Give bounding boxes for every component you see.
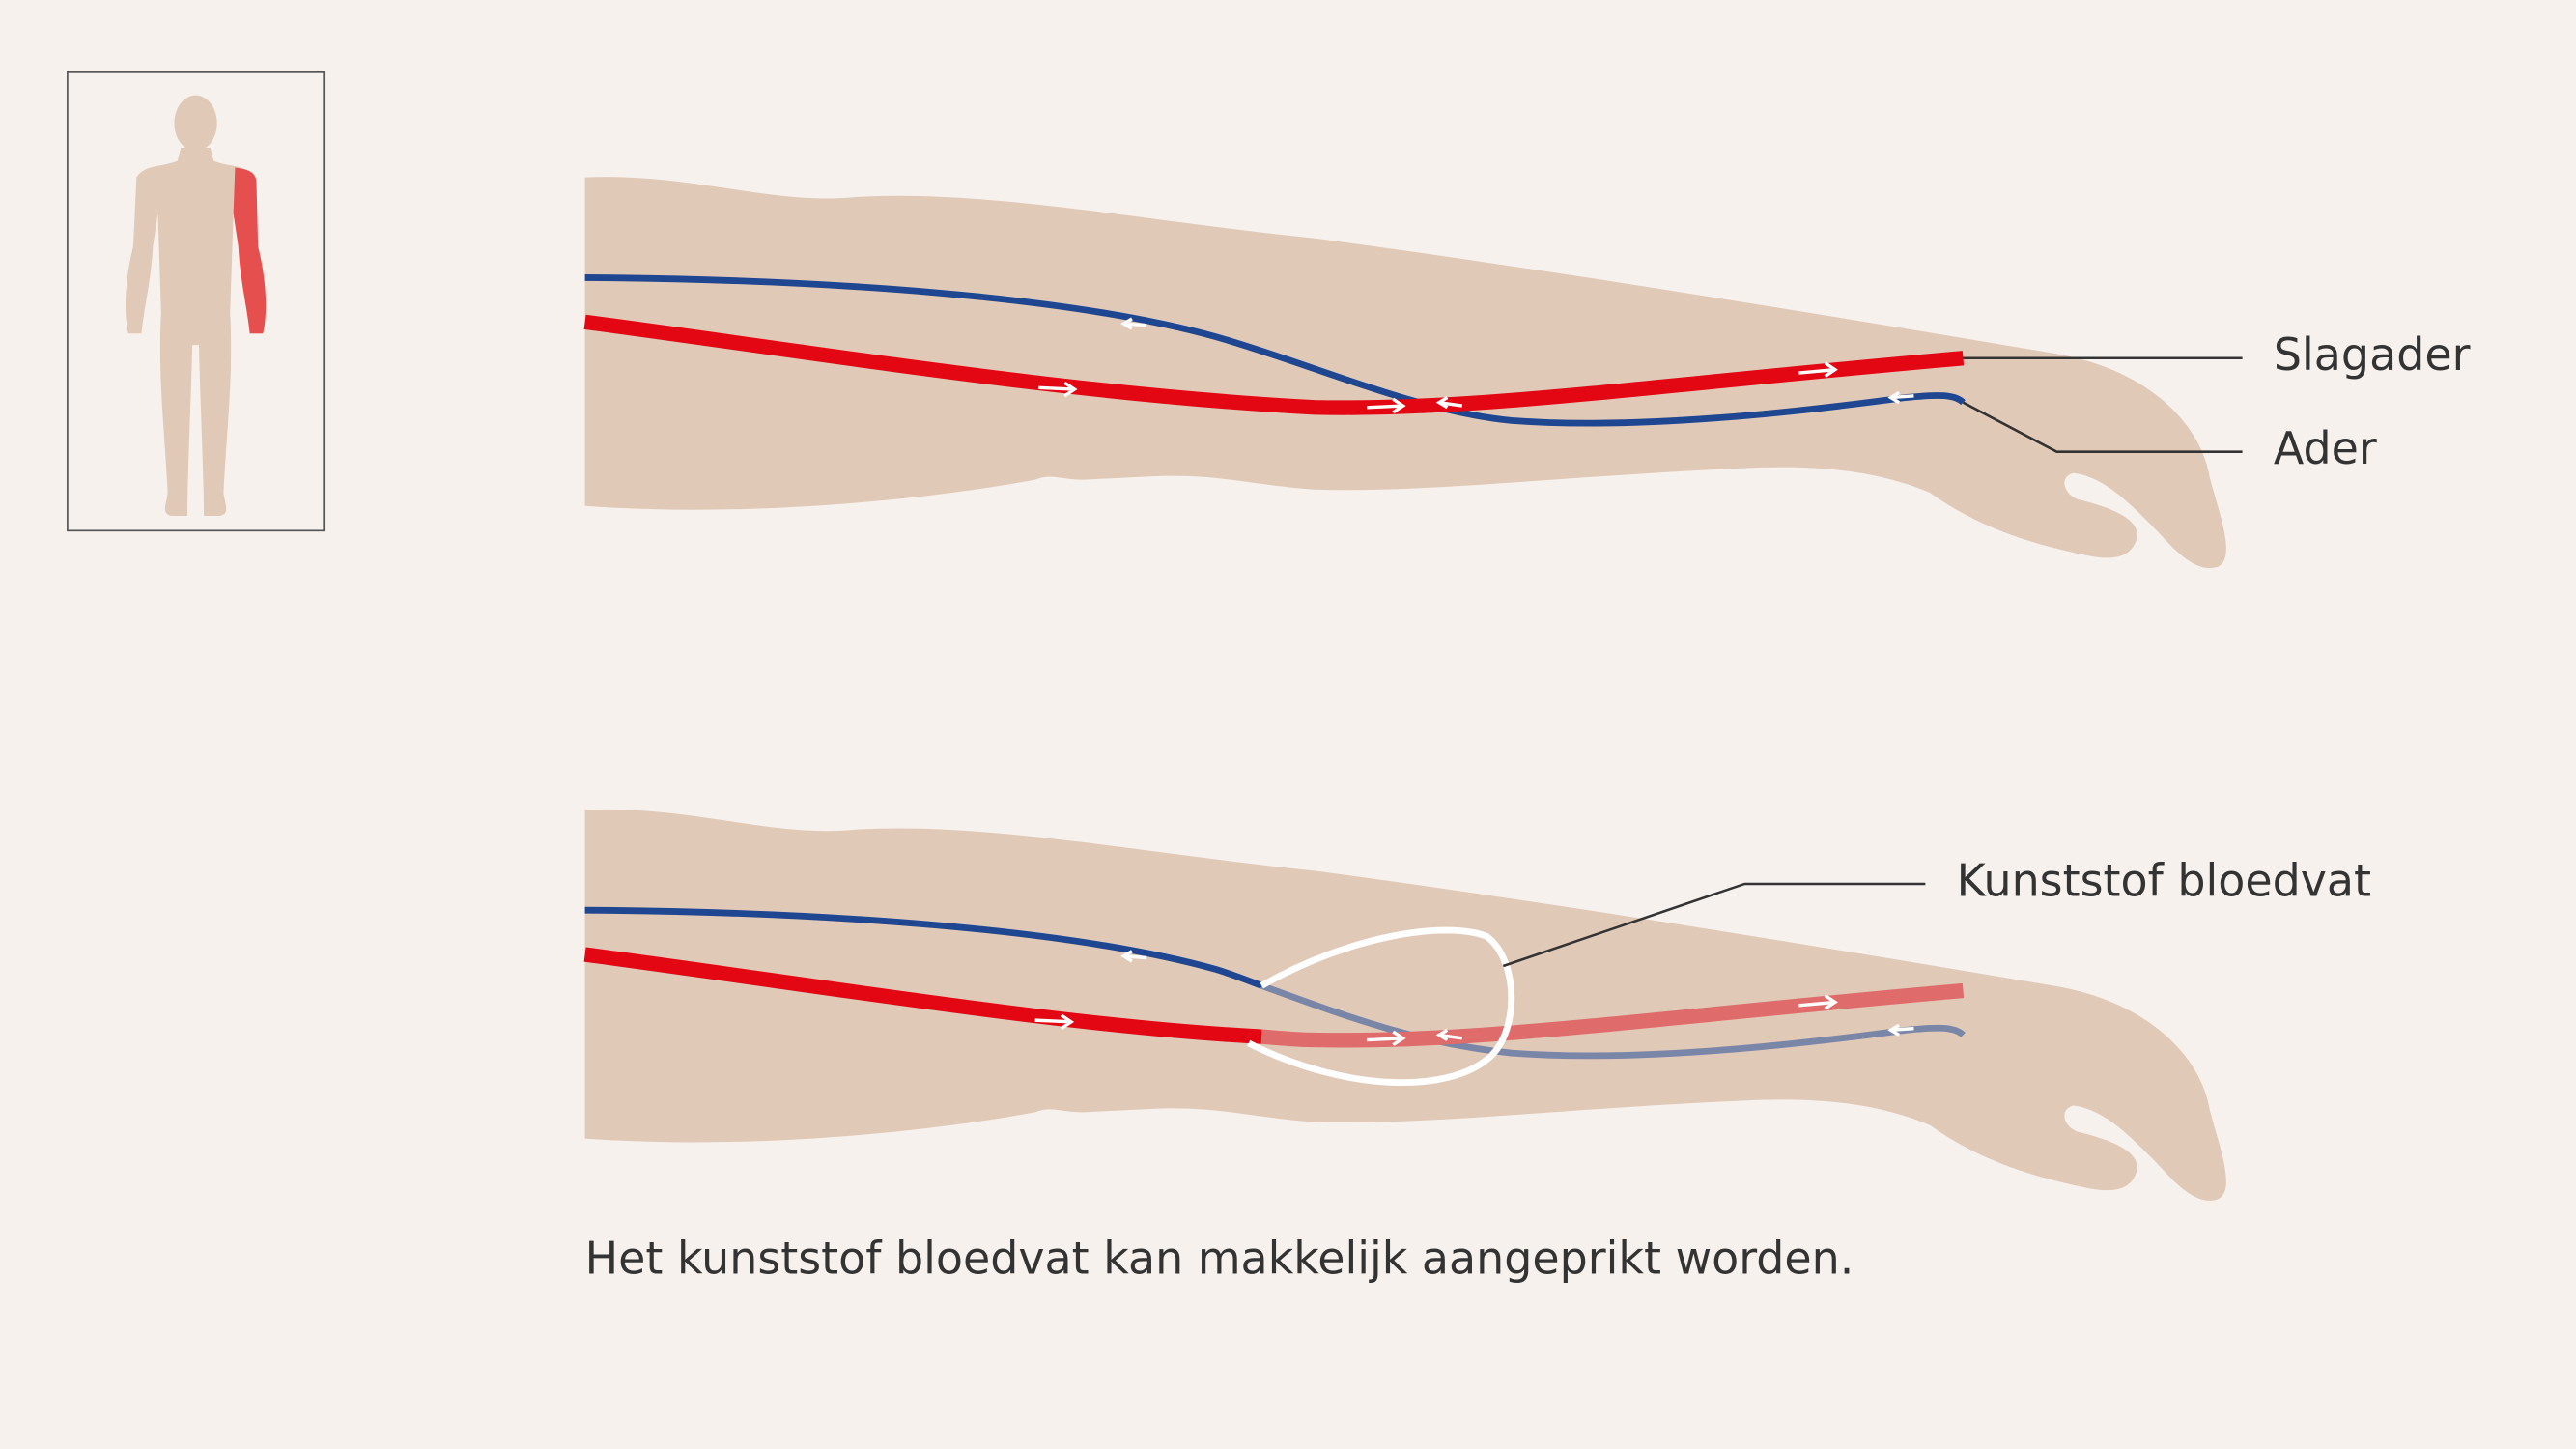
flow-arrows <box>1037 317 1914 414</box>
leader-line <box>1962 401 2243 453</box>
label-vein: Ader <box>2274 422 2377 474</box>
torso <box>125 148 267 517</box>
arm-graft: Kunststof bloedvat <box>583 809 2371 1201</box>
artery <box>583 947 1262 1044</box>
body-figure <box>67 71 326 532</box>
artery <box>583 314 1965 415</box>
figure-frame <box>67 71 326 532</box>
caption: Het kunststof bloedvat kan makkelijk aan… <box>585 1233 1854 1285</box>
artery-faded <box>1260 982 1965 1048</box>
graft-loop <box>1247 926 1515 1086</box>
highlighted-arm <box>233 167 267 334</box>
arm-normal: Slagader Ader <box>583 177 2471 569</box>
label-artery: Slagader <box>2274 328 2471 381</box>
vein <box>584 274 1966 427</box>
head <box>174 95 217 152</box>
flow-arrows <box>1034 950 1914 1047</box>
label-graft: Kunststof bloedvat <box>1957 854 2371 906</box>
leader-line <box>1502 882 1926 968</box>
vein <box>584 906 1263 989</box>
